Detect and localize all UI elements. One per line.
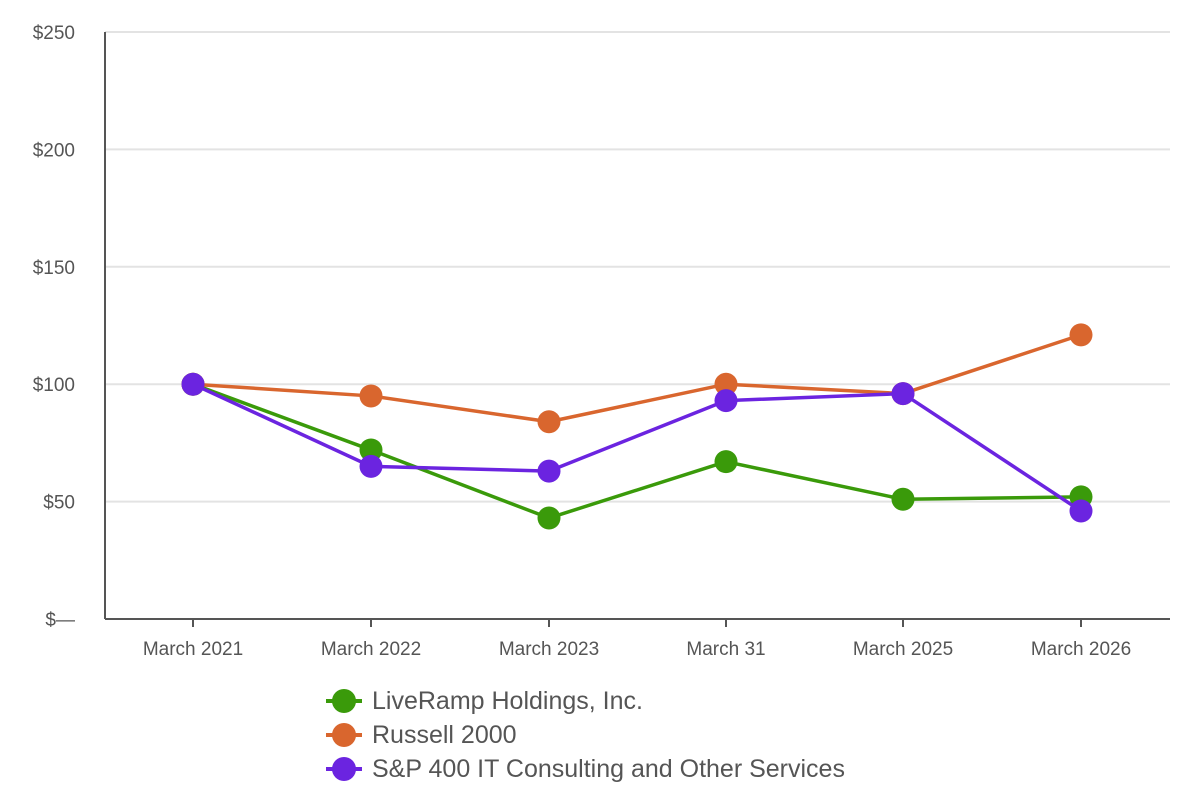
legend-marker — [326, 718, 362, 752]
series-line — [192, 333, 1082, 424]
x-tick-label: March 2021 — [143, 639, 243, 660]
legend-marker — [326, 752, 362, 786]
legend-label: LiveRamp Holdings, Inc. — [372, 686, 643, 715]
y-tick-label: $200 — [33, 140, 75, 161]
data-point — [1069, 323, 1093, 347]
data-point — [891, 487, 915, 511]
grid-lines — [105, 31, 1170, 503]
legend-item: LiveRamp Holdings, Inc. — [326, 684, 1026, 718]
x-tick-label: March 2025 — [853, 639, 953, 660]
data-point — [359, 454, 383, 478]
series-lines — [181, 323, 1093, 530]
data-point — [359, 438, 383, 462]
legend-marker-dot — [332, 757, 356, 781]
series-1 — [181, 372, 1093, 530]
legend: LiveRamp Holdings, Inc. Russell 2000 S&P 4… — [326, 684, 1026, 786]
legend-item: Russell 2000 — [326, 718, 1026, 752]
series-2 — [181, 323, 1093, 434]
series-line — [192, 382, 1082, 513]
x-axis-tick-labels: March 2021 March 2022 March 2023 March 31 Ma… — [143, 639, 1131, 660]
data-point — [181, 372, 205, 396]
data-point — [1069, 499, 1093, 523]
legend-marker-dot — [332, 689, 356, 713]
y-tick-label: $100 — [33, 375, 75, 396]
chart-canvas: $—$50$100$150$200$250 March 2021 March 20… — [33, 23, 1170, 660]
data-point — [714, 450, 738, 474]
data-point — [537, 410, 561, 434]
x-tick-label: March 31 — [686, 639, 765, 660]
data-point — [537, 459, 561, 483]
data-point — [537, 506, 561, 530]
axes — [104, 32, 1170, 627]
legend-marker — [326, 684, 362, 718]
legend-label: S&P 400 IT Consulting and Other Services — [372, 754, 845, 783]
series-3 — [181, 372, 1093, 523]
y-tick-label: $— — [45, 610, 75, 631]
y-tick-label: $250 — [33, 23, 75, 44]
data-point — [359, 384, 383, 408]
series-line — [192, 382, 1082, 520]
data-point — [891, 382, 915, 406]
x-tick-label: March 2026 — [1031, 639, 1131, 660]
x-tick-label: March 2022 — [321, 639, 421, 660]
data-point — [714, 389, 738, 413]
y-axis-tick-labels: $— $50 $100 $150 $200 $250 — [33, 23, 75, 631]
y-tick-label: $50 — [43, 493, 75, 514]
legend-marker-dot — [332, 723, 356, 747]
y-tick-label: $150 — [33, 258, 75, 279]
x-tick-label: March 2023 — [499, 639, 599, 660]
legend-label: Russell 2000 — [372, 720, 517, 749]
data-point — [714, 372, 738, 396]
legend-item: S&P 400 IT Consulting and Other Services — [326, 752, 1026, 786]
